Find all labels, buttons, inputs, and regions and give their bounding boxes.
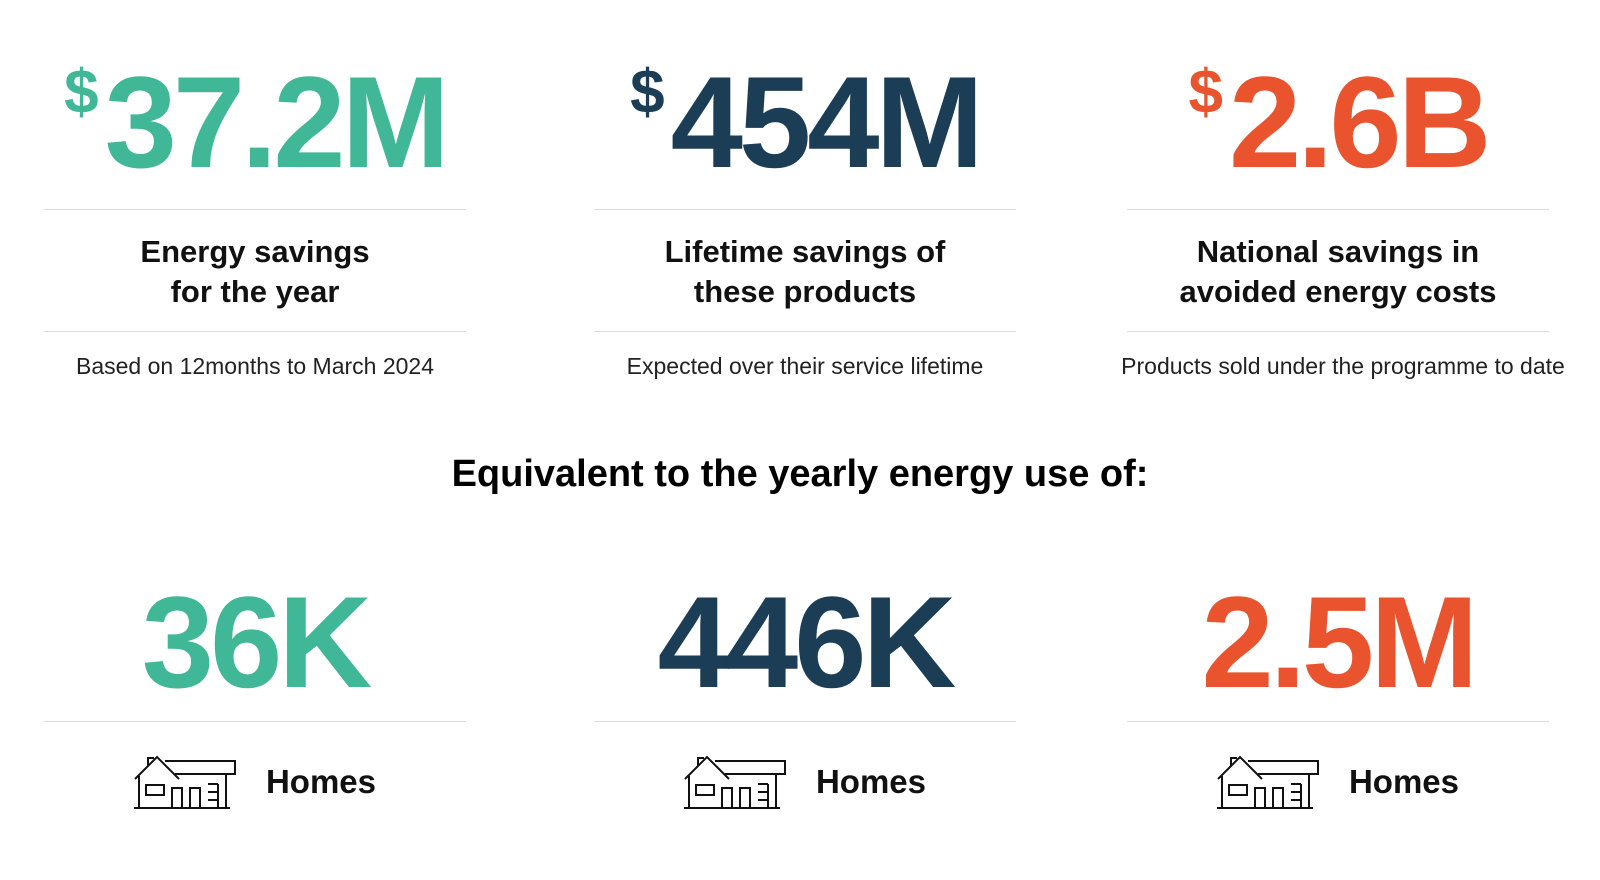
equivalent-value: 446K	[657, 569, 957, 715]
stat-note: Expected over their service lifetime	[626, 353, 984, 379]
equivalent-value: 2.5M	[1201, 569, 1478, 715]
stat-note: Products sold under the programme to dat…	[1121, 353, 1565, 379]
stat-value: 2.6B	[1228, 49, 1492, 195]
stat-amount: $37.2M	[44, 52, 466, 192]
homes-label: Homes	[1348, 763, 1460, 800]
stat-label-line: for the year	[170, 274, 340, 309]
divider	[594, 209, 1016, 210]
stat-amount: $454M	[594, 52, 1016, 192]
homes-row: Homes	[594, 752, 1016, 812]
stat-label-line: Energy savings	[140, 234, 370, 269]
stat-label-line: avoided energy costs	[1179, 274, 1497, 309]
stat-amount: $2.6B	[1127, 52, 1549, 192]
equivalent-value: 36K	[141, 569, 372, 715]
divider	[44, 209, 466, 210]
house-icon	[683, 755, 786, 809]
divider	[44, 331, 466, 332]
divider	[44, 721, 466, 722]
stat-label: Lifetime savings of these products	[584, 232, 1026, 312]
stat-value: 454M	[670, 49, 984, 195]
divider	[1127, 331, 1549, 332]
equivalent-heading: Equivalent to the yearly energy use of:	[451, 453, 1149, 495]
divider	[594, 331, 1016, 332]
house-icon	[133, 755, 236, 809]
currency-symbol: $	[64, 58, 99, 127]
divider	[594, 721, 1016, 722]
homes-label: Homes	[815, 763, 927, 800]
currency-symbol: $	[630, 58, 665, 127]
divider	[1127, 721, 1549, 722]
stat-label: National savings in avoided energy costs	[1117, 232, 1559, 312]
homes-row: Homes	[44, 752, 466, 812]
homes-row: Homes	[1127, 752, 1549, 812]
house-icon	[1216, 755, 1319, 809]
currency-symbol: $	[1188, 58, 1223, 127]
stat-note: Based on 12months to March 2024	[75, 353, 434, 379]
stat-label-line: Lifetime savings of	[664, 234, 946, 269]
stat-value: 37.2M	[104, 49, 450, 195]
divider	[1127, 209, 1549, 210]
homes-label: Homes	[265, 763, 377, 800]
stat-label: Energy savings for the year	[34, 232, 476, 312]
stat-label-line: these products	[693, 274, 917, 309]
stat-label-line: National savings in	[1196, 234, 1480, 269]
